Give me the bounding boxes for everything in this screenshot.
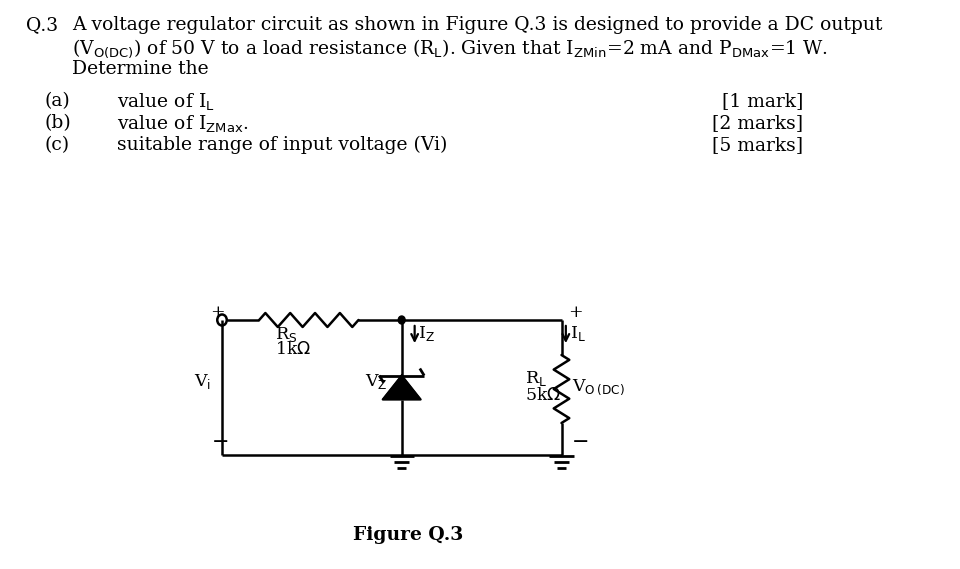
Text: +: + <box>210 304 225 321</box>
Text: 1k$\Omega$: 1k$\Omega$ <box>275 341 311 358</box>
Text: value of I$_{\rm L}$: value of I$_{\rm L}$ <box>116 92 214 113</box>
Text: +: + <box>568 304 583 321</box>
Text: (V$_{\rm O(DC)}$) of 50 V to a load resistance (R$_{\rm L}$). Given that I$_{\rm: (V$_{\rm O(DC)}$) of 50 V to a load resi… <box>72 38 828 60</box>
Text: (a): (a) <box>45 92 71 110</box>
Text: R$_{\rm L}$: R$_{\rm L}$ <box>525 369 547 388</box>
Text: R$_{\rm S}$: R$_{\rm S}$ <box>275 325 297 344</box>
Text: (b): (b) <box>45 114 72 132</box>
Text: [1 mark]: [1 mark] <box>722 92 804 110</box>
Text: −: − <box>211 433 229 452</box>
Text: (c): (c) <box>45 136 70 154</box>
Polygon shape <box>383 376 420 399</box>
Text: V$_{\rm Z}$: V$_{\rm Z}$ <box>366 372 388 391</box>
Text: −: − <box>572 433 589 452</box>
Text: Determine the: Determine the <box>72 60 208 78</box>
Text: A voltage regulator circuit as shown in Figure Q.3 is designed to provide a DC o: A voltage regulator circuit as shown in … <box>72 16 882 34</box>
Text: 5k$\Omega$: 5k$\Omega$ <box>525 387 562 404</box>
Text: value of I$_{\rm ZMax}$.: value of I$_{\rm ZMax}$. <box>116 114 249 135</box>
Text: [5 marks]: [5 marks] <box>712 136 804 154</box>
Text: Q.3: Q.3 <box>26 16 58 34</box>
Text: I$_{\rm Z}$: I$_{\rm Z}$ <box>419 324 435 343</box>
Text: suitable range of input voltage (Vi): suitable range of input voltage (Vi) <box>116 136 447 154</box>
Circle shape <box>398 316 405 324</box>
Text: V$_{\rm O\,(DC)}$: V$_{\rm O\,(DC)}$ <box>572 377 625 397</box>
Text: Figure Q.3: Figure Q.3 <box>353 526 464 544</box>
Text: [2 marks]: [2 marks] <box>712 114 804 132</box>
Text: V$_{\rm i}$: V$_{\rm i}$ <box>194 372 211 391</box>
Text: I$_{\rm L}$: I$_{\rm L}$ <box>570 324 586 343</box>
